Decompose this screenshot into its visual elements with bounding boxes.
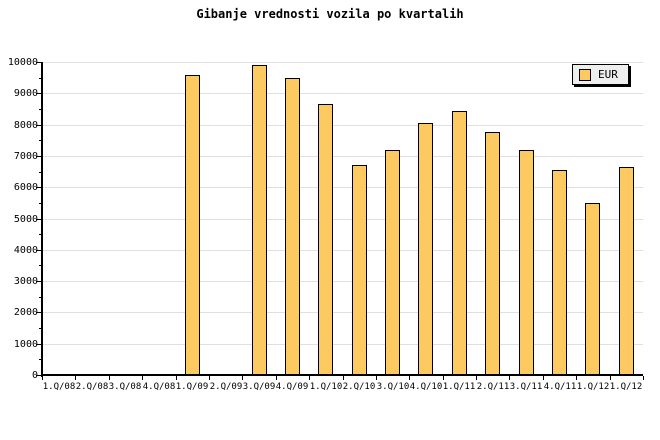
x-tick: [576, 376, 577, 380]
y-major-tick: [36, 125, 42, 126]
y-axis-label: 2000: [13, 307, 38, 318]
y-axis-label: 5000: [13, 214, 38, 225]
x-tick: [643, 376, 644, 380]
bar: [485, 132, 500, 375]
y-major-tick: [36, 187, 42, 188]
bar: [619, 167, 634, 375]
bar: [285, 78, 300, 375]
x-axis-label: 2.Q/10: [342, 382, 376, 392]
gridline: [42, 62, 643, 63]
y-major-tick: [36, 219, 42, 220]
x-axis-label: 4.Q/10: [409, 382, 443, 392]
y-axis-label: 6000: [13, 182, 38, 193]
bar: [552, 170, 567, 375]
y-minor-tick: [39, 359, 42, 360]
y-major-tick: [36, 375, 42, 376]
y-major-tick: [36, 62, 42, 63]
bar: [385, 150, 400, 375]
gridline: [42, 93, 643, 94]
y-minor-tick: [39, 328, 42, 329]
x-tick: [109, 376, 110, 380]
legend: EUR: [572, 64, 629, 85]
x-tick: [176, 376, 177, 380]
gridline: [42, 219, 643, 220]
x-tick: [376, 376, 377, 380]
x-axis-label: 2.Q/08: [75, 382, 109, 392]
gridline: [42, 312, 643, 313]
y-minor-tick: [39, 297, 42, 298]
x-tick: [242, 376, 243, 380]
x-axis-label: 1.Q/08: [42, 382, 76, 392]
x-tick: [476, 376, 477, 380]
x-tick: [209, 376, 210, 380]
x-axis: [41, 374, 643, 376]
y-axis-label: 0: [31, 370, 38, 381]
gridline: [42, 156, 643, 157]
y-minor-tick: [39, 109, 42, 110]
y-minor-tick: [39, 172, 42, 173]
bar: [318, 104, 333, 375]
y-axis-label: 10000: [7, 57, 38, 68]
x-axis-label: 4.Q/11: [543, 382, 577, 392]
y-minor-tick: [39, 265, 42, 266]
y-minor-tick: [39, 234, 42, 235]
x-axis-label: 4.Q/08: [142, 382, 176, 392]
y-axis-label: 8000: [13, 120, 38, 131]
gridline: [42, 187, 643, 188]
y-axis-label: 4000: [13, 245, 38, 256]
y-axis: [41, 62, 43, 377]
y-minor-tick: [39, 203, 42, 204]
bar: [185, 75, 200, 375]
x-tick: [543, 376, 544, 380]
bar: [585, 203, 600, 375]
x-tick: [343, 376, 344, 380]
y-major-tick: [36, 312, 42, 313]
x-axis-label: 4.Q/09: [275, 382, 309, 392]
y-minor-tick: [39, 78, 42, 79]
x-tick: [443, 376, 444, 380]
x-axis-label: 1.Q/10: [309, 382, 343, 392]
y-major-tick: [36, 281, 42, 282]
bar: [452, 111, 467, 375]
chart-title: Gibanje vrednosti vozila po kvartalih: [196, 7, 464, 21]
x-axis-label: 1.Q/12: [609, 382, 643, 392]
gridline: [42, 125, 643, 126]
x-tick: [75, 376, 76, 380]
x-tick: [409, 376, 410, 380]
legend-swatch-eur-icon: [579, 68, 591, 81]
y-major-tick: [36, 344, 42, 345]
x-axis-label: 3.Q/08: [108, 382, 142, 392]
bar: [252, 65, 267, 375]
x-axis-label: 1.Q/09: [175, 382, 209, 392]
y-axis-label: 1000: [13, 339, 38, 350]
x-tick: [42, 376, 43, 380]
x-tick: [142, 376, 143, 380]
y-major-tick: [36, 250, 42, 251]
x-axis-label: 2.Q/11: [476, 382, 510, 392]
gridline: [42, 281, 643, 282]
x-axis-label: 2.Q/09: [209, 382, 243, 392]
y-axis-label: 3000: [13, 276, 38, 287]
y-axis-label: 9000: [13, 88, 38, 99]
bar: [418, 123, 433, 375]
bar: [352, 165, 367, 375]
gridline: [42, 250, 643, 251]
x-tick: [309, 376, 310, 380]
bar: [519, 150, 534, 375]
x-tick: [509, 376, 510, 380]
y-major-tick: [36, 93, 42, 94]
x-axis-label: 3.Q/11: [509, 382, 543, 392]
x-tick: [610, 376, 611, 380]
y-axis-label: 7000: [13, 151, 38, 162]
x-axis-label: 1.Q/12: [576, 382, 610, 392]
x-axis-label: 3.Q/10: [376, 382, 410, 392]
y-minor-tick: [39, 140, 42, 141]
gridline: [42, 344, 643, 345]
x-tick: [276, 376, 277, 380]
x-axis-label: 3.Q/09: [242, 382, 276, 392]
y-major-tick: [36, 156, 42, 157]
x-axis-label: 1.Q/11: [442, 382, 476, 392]
legend-label: EUR: [598, 68, 618, 81]
